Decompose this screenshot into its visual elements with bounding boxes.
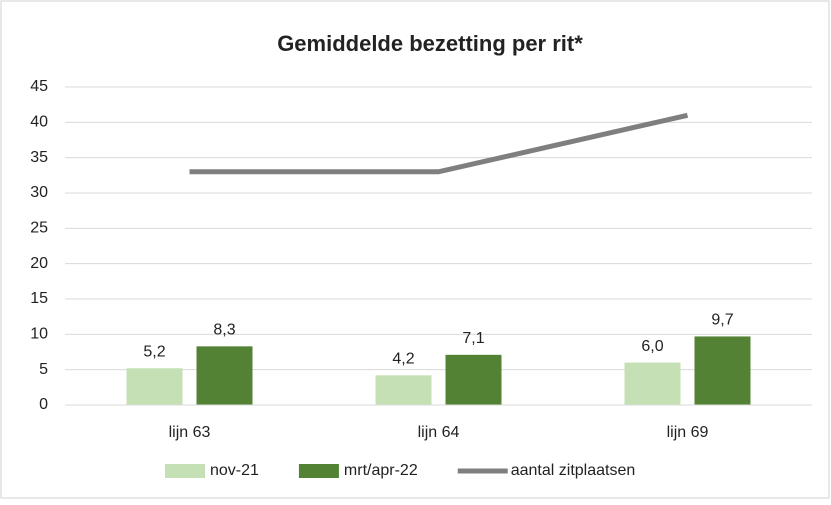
y-tick-label: 5 [39, 361, 48, 378]
data-label: 8,3 [213, 322, 235, 339]
data-label: 6,0 [641, 338, 663, 355]
y-tick-label: 20 [30, 255, 48, 272]
y-tick-label: 45 [30, 78, 48, 95]
y-tick-label: 0 [39, 396, 48, 413]
y-tick-label: 30 [30, 184, 48, 201]
y-tick-label: 15 [30, 290, 48, 307]
x-tick-label: lijn 64 [418, 424, 460, 441]
line-series [189, 112, 689, 175]
bar [445, 354, 502, 405]
bar [624, 362, 681, 405]
bar [694, 336, 751, 405]
y-tick-label: 35 [30, 149, 48, 166]
legend-label: mrt/apr-22 [344, 462, 418, 479]
bar [375, 375, 432, 405]
legend-label: nov-21 [210, 462, 259, 479]
chart-title: Gemiddelde bezetting per rit* [277, 31, 583, 56]
data-label: 4,2 [392, 351, 414, 368]
y-tick-label: 10 [30, 326, 48, 343]
x-tick-label: lijn 69 [667, 424, 709, 441]
data-label: 5,2 [143, 343, 165, 360]
legend-label: aantal zitplaatsen [511, 462, 636, 479]
data-label: 7,1 [462, 330, 484, 347]
legend-swatch [298, 464, 339, 478]
data-label: 9,7 [711, 312, 733, 329]
y-tick-label: 40 [30, 114, 48, 131]
bar [196, 346, 253, 405]
x-tick-label: lijn 63 [169, 424, 211, 441]
legend-swatch [165, 464, 205, 478]
y-tick-label: 25 [30, 220, 48, 237]
bar [126, 368, 183, 405]
